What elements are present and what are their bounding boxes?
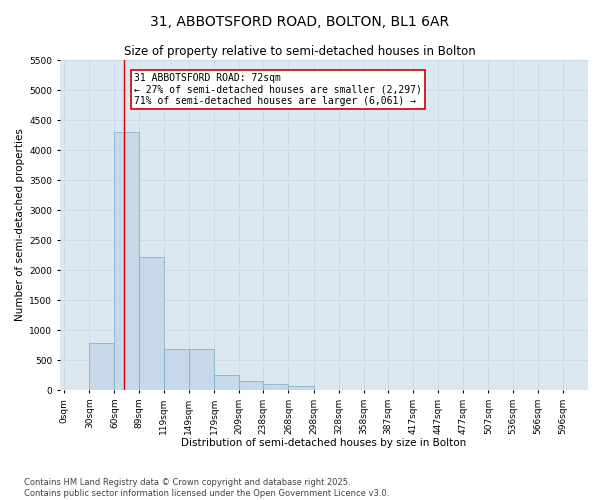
Text: Contains HM Land Registry data © Crown copyright and database right 2025.
Contai: Contains HM Land Registry data © Crown c… <box>24 478 389 498</box>
Y-axis label: Number of semi-detached properties: Number of semi-detached properties <box>15 128 25 322</box>
Bar <box>189 348 214 390</box>
Bar <box>115 132 139 390</box>
Bar <box>289 386 314 390</box>
Bar <box>139 257 164 390</box>
Bar <box>164 348 189 390</box>
Text: 31 ABBOTSFORD ROAD: 72sqm
← 27% of semi-detached houses are smaller (2,297)
71% : 31 ABBOTSFORD ROAD: 72sqm ← 27% of semi-… <box>134 73 422 106</box>
X-axis label: Distribution of semi-detached houses by size in Bolton: Distribution of semi-detached houses by … <box>181 438 467 448</box>
Text: 31, ABBOTSFORD ROAD, BOLTON, BL1 6AR: 31, ABBOTSFORD ROAD, BOLTON, BL1 6AR <box>151 15 449 29</box>
Bar <box>263 384 289 390</box>
Bar <box>239 381 263 390</box>
Bar <box>89 343 115 390</box>
Text: Size of property relative to semi-detached houses in Bolton: Size of property relative to semi-detach… <box>124 45 476 58</box>
Bar <box>214 375 239 390</box>
